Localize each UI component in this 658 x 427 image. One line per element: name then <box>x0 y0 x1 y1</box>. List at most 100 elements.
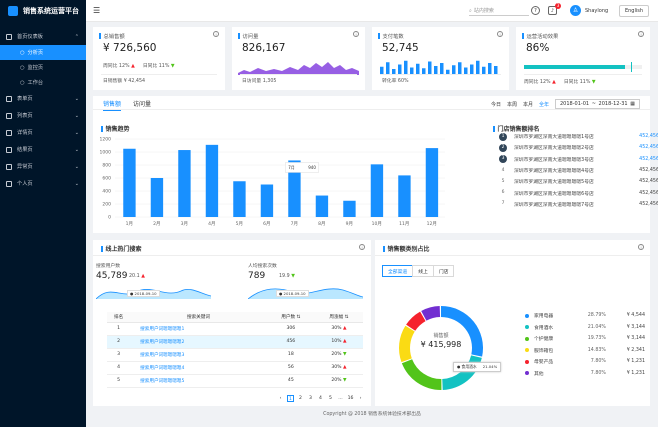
page-button[interactable]: ... <box>338 396 343 401</box>
next-page-icon[interactable]: › <box>359 396 362 401</box>
info-icon[interactable]: i <box>638 31 644 37</box>
table-row[interactable]: 3 搜索用户词嗯嗯嗯嗯3 18 20% ▼ <box>107 348 363 362</box>
ranking-item[interactable]: 5 深圳市罗湖区深南大道嗯嗯嗯嗯5号店 452,456 <box>499 176 658 187</box>
keyword-link[interactable]: 搜索用户词嗯嗯嗯嗯4 <box>130 361 267 375</box>
sales-bar[interactable] <box>123 148 136 217</box>
legend-item[interactable]: 其他 7.80% ¥ 1,231 <box>525 368 645 380</box>
ranking-item[interactable]: 7 深圳市罗湖区深南大道嗯嗯嗯嗯7号店 452,456 <box>499 199 658 210</box>
mini-bar <box>494 66 498 75</box>
ranking-item[interactable]: 2 深圳市罗湖区深南大道嗯嗯嗯嗯2号店 452,456 <box>499 142 658 153</box>
sales-bar[interactable] <box>150 178 164 217</box>
date-range-picker[interactable]: 2018-01-01 ~2018-12-31 ▦ <box>555 99 640 109</box>
sales-bar[interactable] <box>288 160 301 217</box>
col-growth[interactable]: 周涨幅 ⇅ <box>314 312 363 323</box>
page-button[interactable]: 2 <box>299 396 302 401</box>
legend-item[interactable]: 母婴产品 7.80% ¥ 1,231 <box>525 356 645 368</box>
help-icon[interactable]: ? <box>531 6 540 15</box>
seg-online[interactable]: 线上 <box>412 265 434 277</box>
page-button[interactable]: 4 <box>319 396 322 401</box>
sidebar-subitem[interactable]: ○ 工作台 <box>0 75 86 90</box>
sidebar-item[interactable]: 首页仪表板 ⌃ <box>0 28 86 45</box>
sales-bar[interactable] <box>343 200 356 217</box>
legend-item[interactable]: 个护健康 19.73% ¥ 3,144 <box>525 333 645 345</box>
legend-item[interactable]: 食用酒水 21.04% ¥ 3,144 <box>525 322 645 334</box>
prev-page-icon[interactable]: ‹ <box>279 396 282 401</box>
ranking-item[interactable]: 6 深圳市罗湖区深南大道嗯嗯嗯嗯6号店 452,456 <box>499 187 658 198</box>
legend-item[interactable]: 服饰箱包 14.83% ¥ 2,341 <box>525 345 645 357</box>
sales-bar[interactable] <box>260 184 274 218</box>
keyword-link[interactable]: 搜索用户词嗯嗯嗯嗯2 <box>130 335 267 349</box>
sales-bar[interactable] <box>205 144 219 217</box>
keyword-link[interactable]: 搜索用户词嗯嗯嗯嗯5 <box>130 374 267 388</box>
sidebar-item[interactable]: 表单页 ⌄ <box>0 90 86 107</box>
sidebar-item-label: 异常页 <box>17 164 33 170</box>
keyword-link[interactable]: 搜索用户词嗯嗯嗯嗯3 <box>130 348 267 362</box>
avatar[interactable]: ♙ <box>570 5 581 16</box>
range-today[interactable]: 今日 <box>490 101 501 108</box>
col-users[interactable]: 用户数 ⇅ <box>266 312 315 323</box>
tab-visits[interactable]: 访问量 <box>133 101 152 108</box>
sales-bar[interactable] <box>398 175 411 217</box>
sidebar-subitem[interactable]: ○ 分析页 <box>0 45 86 60</box>
donut-slice[interactable] <box>421 306 441 321</box>
page-button[interactable]: 16 <box>347 396 354 401</box>
rank-number: 1 <box>499 132 507 141</box>
seg-all[interactable]: 全部渠道 <box>382 265 414 277</box>
donut-slice[interactable] <box>442 355 482 390</box>
info-icon[interactable]: i <box>638 244 644 250</box>
y-tick-label: 600 <box>102 176 111 182</box>
range-year[interactable]: 全年 <box>538 101 549 108</box>
range-month[interactable]: 本月 <box>522 101 533 108</box>
donut-slice[interactable] <box>441 306 483 357</box>
y-tick-label: 1000 <box>100 150 112 156</box>
sidebar-subitem[interactable]: ○ 监控页 <box>0 60 86 75</box>
page-button[interactable]: 3 <box>309 396 312 401</box>
menu-toggle-icon[interactable]: ☰ <box>93 6 101 15</box>
info-icon[interactable]: i <box>497 31 503 37</box>
info-icon[interactable]: i <box>353 31 359 37</box>
table-row[interactable]: 4 搜索用户词嗯嗯嗯嗯4 56 30% ▲ <box>107 361 363 375</box>
legend-item[interactable]: 家用电器 28.79% ¥ 4,544 <box>525 310 645 322</box>
range-week[interactable]: 本周 <box>506 101 517 108</box>
x-tick-label: 12月 <box>427 221 437 227</box>
growth-cell: 10% ▲ <box>314 335 363 349</box>
sales-bar[interactable] <box>178 150 191 217</box>
sidebar-item[interactable]: 列表页 ⌄ <box>0 107 86 124</box>
legend-value: ¥ 2,341 <box>626 347 645 353</box>
donut-slice[interactable] <box>399 325 415 363</box>
sidebar-item[interactable]: 结果页 ⌄ <box>0 141 86 158</box>
user-name[interactable]: Shaylong <box>585 8 609 14</box>
sidebar-item[interactable]: 个人页 ⌄ <box>0 175 86 192</box>
kpi-card-visits: 访问量 i 826,167 日访问量 1,305 <box>232 27 365 90</box>
keyword-link[interactable]: 搜索用户词嗯嗯嗯嗯1 <box>130 322 267 336</box>
table-row[interactable]: 1 搜索用户词嗯嗯嗯嗯1 306 30% ▲ <box>107 322 363 336</box>
table-row[interactable]: 2 搜索用户词嗯嗯嗯嗯2 456 10% ▲ <box>107 335 363 349</box>
ranking-item[interactable]: 3 深圳市罗湖区深南大道嗯嗯嗯嗯3号店 452,456 <box>499 154 658 165</box>
sales-bar[interactable] <box>233 181 246 217</box>
tab-sales[interactable]: 销售额 <box>103 99 122 111</box>
menu-icon <box>6 129 12 136</box>
page-button[interactable]: 1 <box>287 395 294 402</box>
sales-bar[interactable] <box>370 164 384 217</box>
seg-store[interactable]: 门店 <box>432 265 455 277</box>
ranking-item[interactable]: 4 深圳市罗湖区深南大道嗯嗯嗯嗯4号店 452,456 <box>499 165 658 176</box>
ranking-item[interactable]: 1 深圳市罗湖区深南大道嗯嗯嗯嗯1号店 452,456 <box>499 131 658 142</box>
sidebar-item[interactable]: 异常页 ⌄ <box>0 158 86 175</box>
search-input[interactable]: ⌕ 站内搜索 <box>469 6 529 16</box>
sales-bar[interactable] <box>315 195 329 217</box>
table-row[interactable]: 5 搜索用户词嗯嗯嗯嗯5 45 20% ▼ <box>107 374 363 388</box>
app-logo[interactable]: 销售系统运营平台 <box>0 0 86 22</box>
donut-slice[interactable] <box>401 359 442 390</box>
sidebar-item[interactable]: 详情页 ⌄ <box>0 124 86 141</box>
sales-bar[interactable] <box>425 148 439 217</box>
kpi-value: 86% <box>526 42 550 54</box>
store-ranking-list: 1 深圳市罗湖区深南大道嗯嗯嗯嗯1号店 452,456 2 深圳市罗湖区深南大道嗯嗯嗯嗯… <box>499 131 658 210</box>
donut-center-value: ¥ 415,998 <box>420 340 462 349</box>
info-icon[interactable]: i <box>359 244 365 250</box>
donut-slice[interactable] <box>406 311 426 331</box>
info-icon[interactable]: i <box>213 31 219 37</box>
page-button[interactable]: 5 <box>329 396 332 401</box>
bell-icon[interactable]: ♪ <box>548 6 557 15</box>
language-button[interactable]: English <box>619 5 649 17</box>
sidebar-item-label: 表单页 <box>17 96 33 102</box>
